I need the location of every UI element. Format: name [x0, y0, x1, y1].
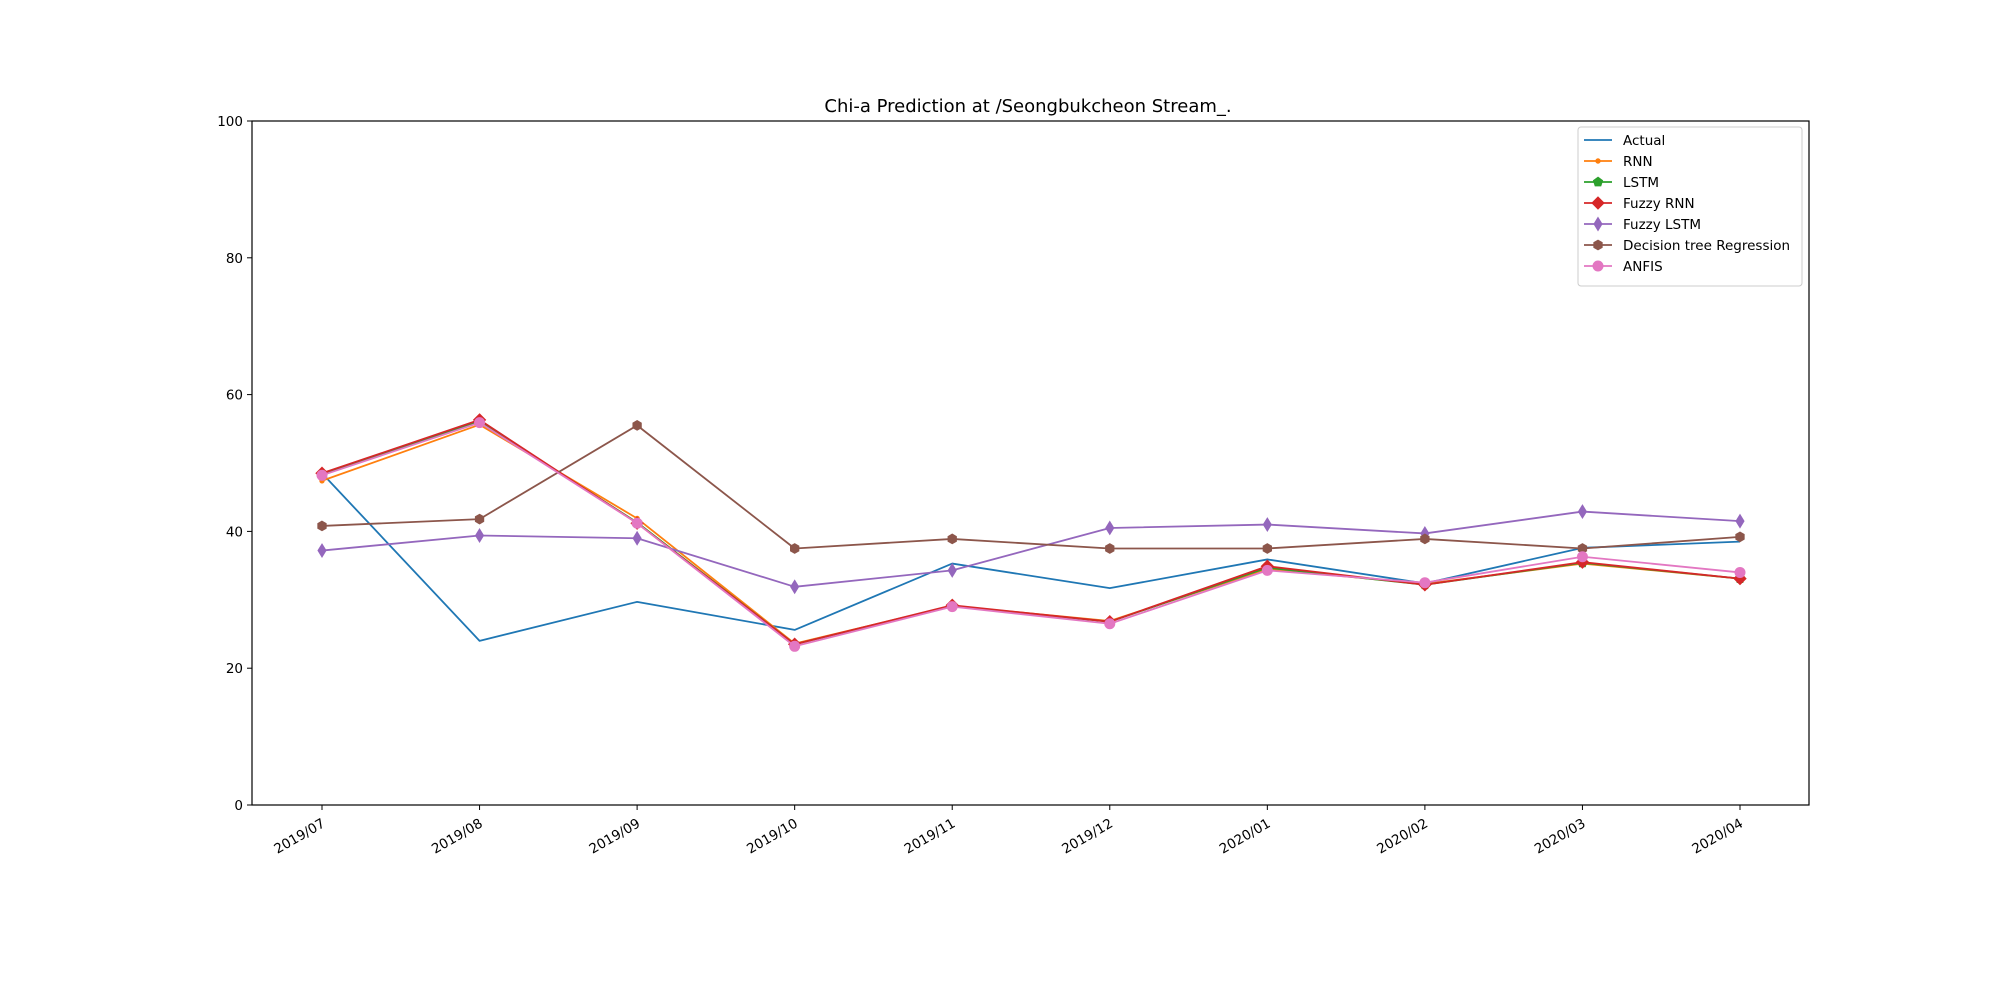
- data-point-anfis: [1261, 564, 1273, 576]
- y-tick-label: 100: [217, 114, 243, 130]
- data-point-anfis: [316, 469, 328, 481]
- data-point-fuzzy-lstm: [1105, 520, 1115, 536]
- legend-marker: [1593, 239, 1603, 251]
- y-tick-label: 80: [226, 251, 243, 267]
- legend-marker: [1595, 158, 1601, 164]
- x-tick-label: 2019/07: [271, 816, 328, 858]
- data-point-decision-tree-regression: [317, 520, 327, 532]
- legend-entry-decision-tree-regression: Decision tree Regression: [1584, 238, 1790, 254]
- data-point-anfis: [946, 601, 958, 613]
- series-actual: [321, 472, 1741, 642]
- data-point-decision-tree-regression: [1420, 533, 1430, 545]
- x-tick-label: 2020/04: [1689, 816, 1746, 858]
- series-line-lstm: [321, 420, 1741, 646]
- legend: Actual RNN LSTM Fuzzy RNN Fuzzy LSTM Decision…: [1577, 126, 1803, 287]
- y-tick-label: 40: [226, 524, 243, 540]
- y-tick-label: 0: [234, 798, 243, 814]
- legend-label: Actual: [1623, 133, 1665, 149]
- legend-label: Decision tree Regression: [1623, 238, 1790, 254]
- data-point-fuzzy-lstm: [1735, 513, 1745, 529]
- data-point-anfis: [1576, 551, 1588, 563]
- data-point-decision-tree-regression: [474, 513, 485, 525]
- legend-label: Fuzzy RNN: [1623, 196, 1695, 212]
- y-tick-label: 20: [226, 661, 243, 677]
- series-line-actual: [321, 472, 1741, 642]
- series-decision-tree-regression: [317, 420, 1745, 554]
- x-tick-label: 2019/12: [1059, 816, 1116, 858]
- legend-entry-anfis: ANFIS: [1584, 259, 1663, 275]
- series-line-anfis: [321, 421, 1741, 648]
- data-point-fuzzy-lstm: [317, 543, 327, 559]
- x-tick-label: 2020/01: [1217, 816, 1274, 858]
- series-line-decision-tree-regression: [321, 424, 1741, 550]
- data-point-fuzzy-lstm: [790, 579, 800, 595]
- legend-entry-lstm: LSTM: [1584, 175, 1659, 191]
- data-point-anfis: [631, 517, 643, 529]
- series-anfis: [316, 417, 1746, 652]
- legend-marker: [1593, 216, 1603, 232]
- data-point-fuzzy-lstm: [474, 528, 485, 543]
- legend-entry-fuzzy-lstm: Fuzzy LSTM: [1584, 216, 1701, 233]
- y-tick-label: 60: [226, 388, 243, 404]
- x-tick-label: 2019/10: [744, 816, 801, 858]
- legend-entry-rnn: RNN: [1584, 154, 1653, 170]
- x-tick-label: 2019/08: [429, 816, 486, 858]
- data-point-anfis: [474, 417, 486, 429]
- series-line-fuzzy-lstm: [321, 510, 1741, 588]
- data-point-fuzzy-lstm: [632, 530, 642, 546]
- data-point-anfis: [1419, 577, 1431, 589]
- data-point-decision-tree-regression: [1735, 531, 1745, 543]
- x-tick-label: 2020/02: [1374, 816, 1431, 858]
- legend-label: Fuzzy LSTM: [1623, 217, 1701, 233]
- legend-entry-fuzzy-rnn: Fuzzy RNN: [1584, 196, 1695, 212]
- data-point-decision-tree-regression: [790, 543, 800, 554]
- data-point-fuzzy-lstm: [1577, 504, 1588, 520]
- legend-entry-actual: Actual: [1584, 133, 1665, 149]
- legend-label: LSTM: [1623, 175, 1659, 191]
- data-point-fuzzy-lstm: [947, 562, 957, 578]
- legend-box: [1577, 126, 1803, 287]
- series-line-fuzzy-rnn: [321, 419, 1741, 646]
- legend-marker: [1592, 176, 1604, 187]
- data-point-decision-tree-regression: [1105, 543, 1115, 554]
- legend-label: RNN: [1623, 154, 1653, 170]
- legend-marker: [1591, 196, 1605, 210]
- data-point-anfis: [789, 640, 801, 652]
- data-point-decision-tree-regression: [947, 533, 957, 545]
- plot-frame: [251, 120, 1810, 806]
- series-fuzzy-lstm: [317, 504, 1745, 595]
- data-point-anfis: [1734, 566, 1746, 578]
- data-point-anfis: [1104, 618, 1116, 630]
- axes: 0 20 40 60 80 100 2019/07 2019/08 2019/09 2019/10…: [217, 114, 1746, 858]
- data-point-fuzzy-lstm: [1262, 517, 1272, 533]
- x-tick-label: 2020/03: [1532, 816, 1589, 858]
- chart-title: Chi-a Prediction at /Seongbukcheon Strea…: [824, 96, 1231, 117]
- legend-marker: [1592, 260, 1604, 272]
- legend-label: ANFIS: [1623, 259, 1663, 275]
- data-point-decision-tree-regression: [1262, 543, 1272, 554]
- x-tick-label: 2019/09: [587, 816, 644, 858]
- plot-area: [315, 413, 1747, 652]
- data-point-decision-tree-regression: [632, 420, 642, 431]
- x-tick-label: 2019/11: [902, 816, 959, 858]
